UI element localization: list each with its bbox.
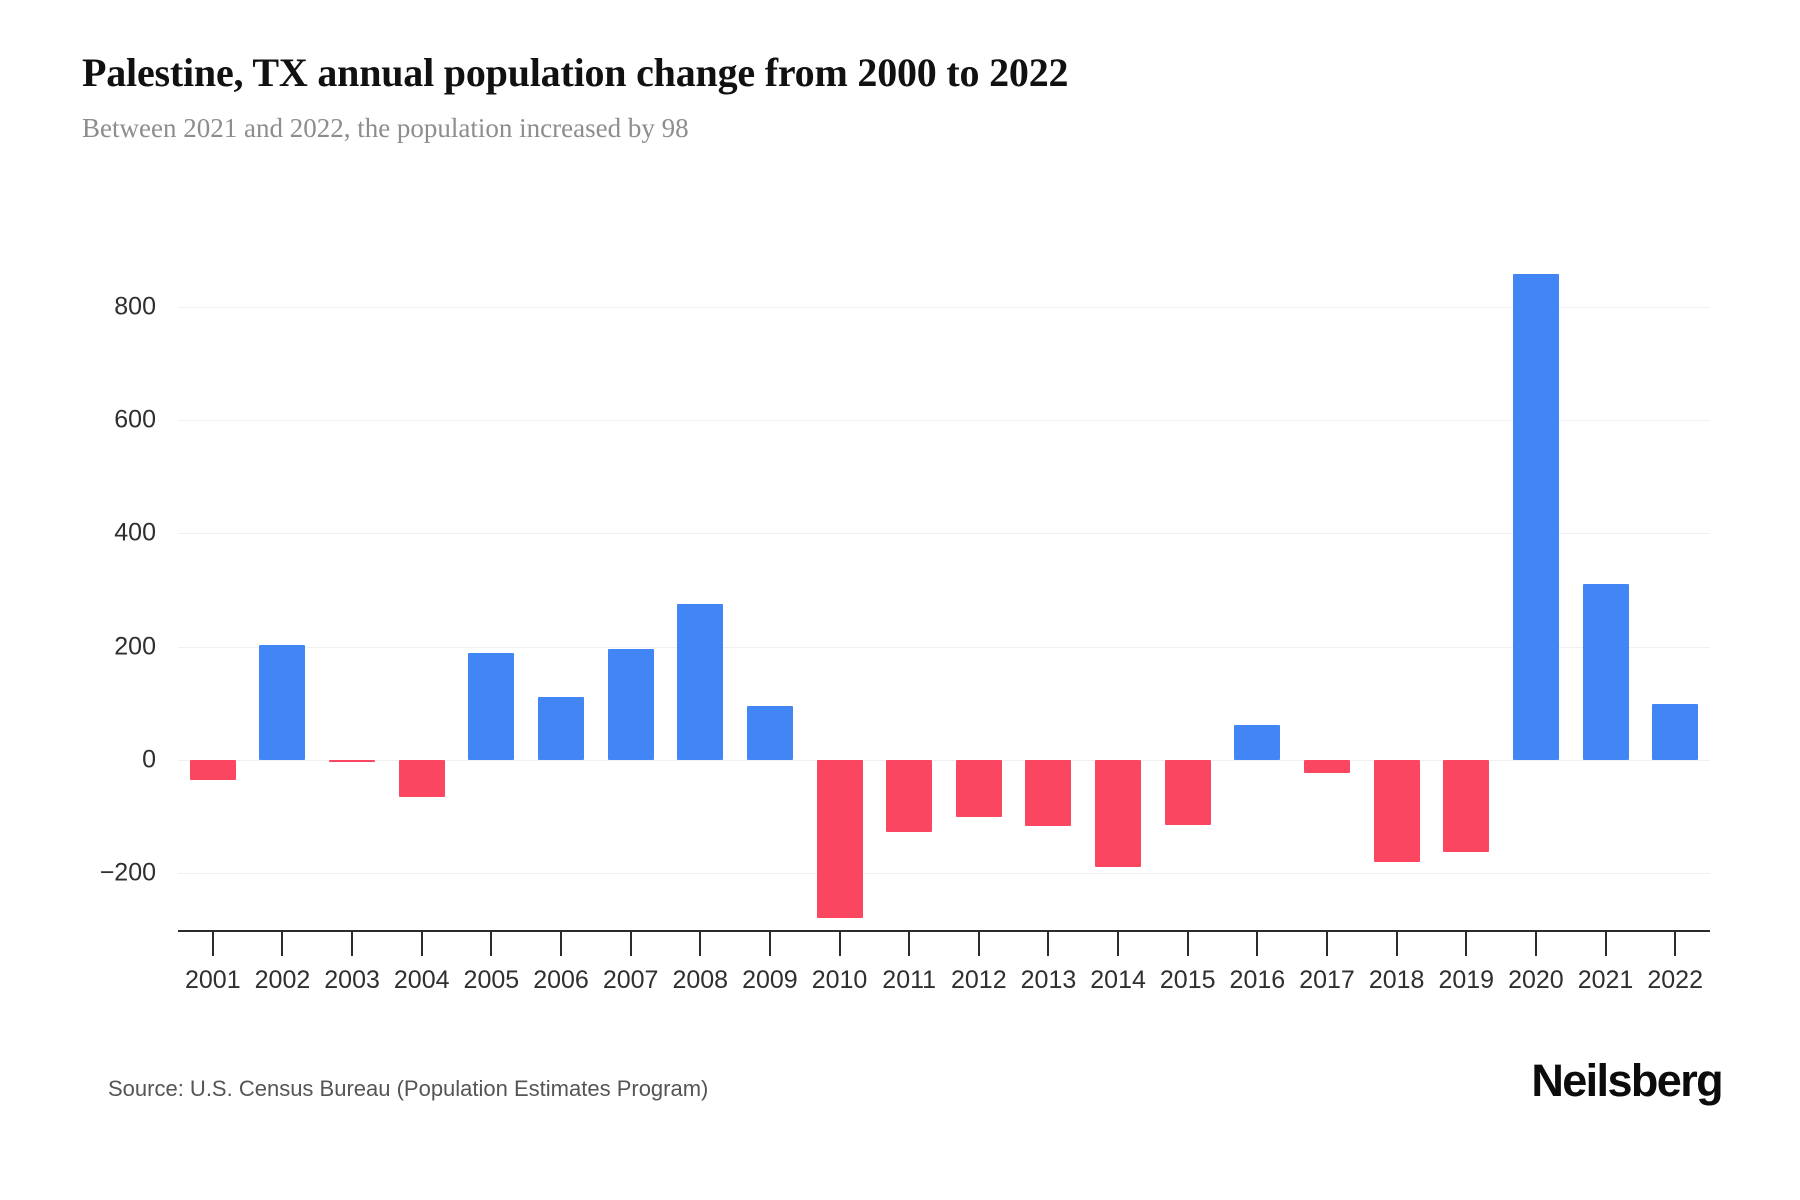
x-tick-label-2017: 2017	[1299, 966, 1355, 994]
x-tick-label-2004: 2004	[393, 966, 450, 994]
page-title: Palestine, TX annual population change f…	[82, 50, 1069, 95]
x-tick-label-2021: 2021	[1577, 966, 1634, 994]
x-tick	[1326, 932, 1328, 956]
bar-2001[interactable]	[189, 760, 236, 781]
x-tick	[838, 932, 841, 956]
bar-2014[interactable]	[1095, 760, 1142, 867]
x-tick	[1256, 932, 1259, 956]
x-tick-label-2008: 2008	[672, 966, 729, 994]
bar-2018[interactable]	[1373, 760, 1420, 862]
x-tick-label-2012: 2012	[951, 966, 1007, 994]
bar-2013[interactable]	[1025, 760, 1072, 827]
y-tick-label: 0	[142, 745, 156, 774]
x-tick	[629, 932, 632, 956]
x-tick-label-2019: 2019	[1438, 966, 1495, 994]
x-tick-label-2015: 2015	[1159, 966, 1216, 994]
y-tick-label: −200	[99, 858, 156, 887]
x-tick	[1465, 932, 1468, 956]
gridline	[178, 306, 1710, 308]
x-tick	[977, 932, 980, 956]
gridline	[178, 760, 1710, 761]
x-tick	[908, 932, 911, 956]
gridline	[178, 533, 1710, 535]
x-tick	[1047, 932, 1050, 956]
bar-2012[interactable]	[955, 760, 1002, 818]
x-tick	[1674, 932, 1677, 956]
bar-2010[interactable]	[816, 760, 863, 918]
bar-2021[interactable]	[1582, 583, 1629, 760]
x-tick	[1604, 932, 1607, 956]
x-tick-label-2009: 2009	[742, 966, 798, 994]
bars-layer	[178, 250, 1710, 930]
x-tick	[1186, 932, 1189, 956]
x-tick-label-2010: 2010	[811, 966, 868, 994]
x-tick-label-2020: 2020	[1508, 966, 1564, 994]
bar-2015[interactable]	[1164, 760, 1211, 825]
bar-2022[interactable]	[1652, 704, 1699, 760]
x-tick-label-2005: 2005	[463, 966, 520, 994]
bar-2017[interactable]	[1304, 760, 1350, 774]
x-tick-label-2007: 2007	[602, 966, 659, 994]
x-tick-label-2011: 2011	[882, 966, 937, 994]
x-axis-labels: 2001 2002 2003 2004 2005 2006 2007 2008 2009 2010…	[178, 966, 1710, 1006]
x-tick	[351, 932, 354, 956]
gridline	[178, 646, 1710, 648]
bar-2004[interactable]	[398, 760, 445, 798]
source-note: Source: U.S. Census Bureau (Population E…	[108, 1076, 709, 1101]
x-tick-label-2001: 2001	[185, 966, 241, 994]
bar-2019[interactable]	[1443, 760, 1490, 853]
chart-subtitle: Between 2021 and 2022, the population in…	[82, 113, 689, 143]
bar-2002[interactable]	[259, 644, 306, 760]
bar-2008[interactable]	[677, 604, 724, 760]
x-tick-label-2014: 2014	[1090, 966, 1146, 994]
bar-2006[interactable]	[538, 697, 584, 760]
y-tick-label: 600	[114, 405, 156, 434]
x-tick-label-2006: 2006	[533, 966, 589, 994]
x-tick	[211, 932, 214, 956]
plot-area: −200 0 200 400 600 800	[100, 250, 1710, 930]
bar-2005[interactable]	[468, 653, 515, 760]
x-tick	[699, 932, 702, 956]
x-tick-label-2016: 2016	[1229, 966, 1286, 994]
x-tick	[420, 932, 423, 956]
x-tick	[1117, 932, 1120, 956]
x-tick-label-2013: 2013	[1020, 966, 1077, 994]
bar-2003[interactable]	[329, 760, 376, 762]
y-tick-label: 400	[114, 518, 156, 547]
x-tick-label-2002: 2002	[254, 966, 311, 994]
x-tick-label-2018: 2018	[1368, 966, 1425, 994]
gridline	[178, 873, 1710, 875]
bar-2020[interactable]	[1512, 274, 1559, 760]
x-tick	[560, 932, 562, 956]
x-tick	[1395, 932, 1398, 956]
header: Palestine, TX annual population change f…	[82, 50, 1722, 144]
x-tick-label-2022: 2022	[1647, 966, 1703, 994]
x-axis-line	[178, 930, 1710, 932]
x-tick	[490, 932, 493, 956]
bar-2016[interactable]	[1234, 724, 1281, 760]
gridline	[178, 420, 1710, 421]
bar-2007[interactable]	[607, 648, 654, 760]
y-tick-label: 200	[114, 632, 156, 661]
x-tick	[1534, 932, 1537, 956]
x-tick	[281, 932, 284, 956]
x-tick	[768, 932, 771, 956]
bar-2009[interactable]	[746, 705, 793, 760]
bar-2011[interactable]	[886, 760, 933, 832]
brand-logo: Neilsberg	[1531, 1055, 1723, 1106]
x-tick-label-2003: 2003	[324, 966, 380, 994]
x-axis-ticks	[178, 932, 1710, 958]
y-tick-label: 800	[114, 292, 156, 321]
